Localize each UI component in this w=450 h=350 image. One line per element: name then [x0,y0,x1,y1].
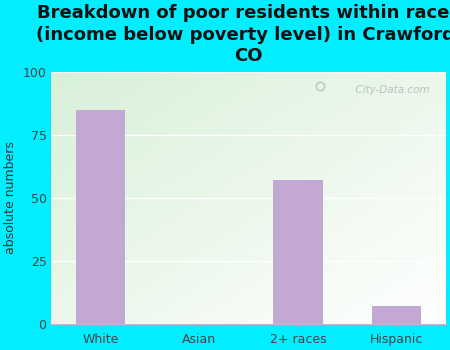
Text: City-Data.com: City-Data.com [350,85,430,95]
Y-axis label: absolute numbers: absolute numbers [4,142,17,254]
Title: Breakdown of poor residents within races
(income below poverty level) in Crawfor: Breakdown of poor residents within races… [36,4,450,65]
Bar [76,110,126,324]
Bar [372,306,421,324]
Bar [273,181,323,324]
